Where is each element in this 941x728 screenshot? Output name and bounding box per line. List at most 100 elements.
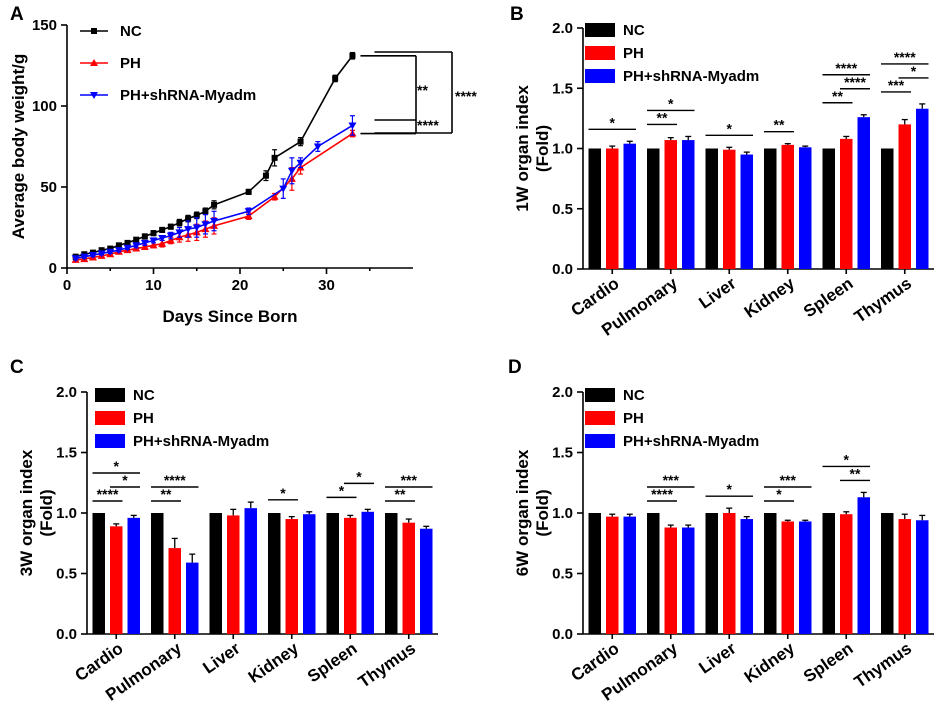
sig-label-b: * [911,63,917,79]
sig-label-c: ** [161,486,172,502]
legend-label-c-2: PH+shRNA-Myadm [133,433,269,450]
bar-d-1 [781,521,794,634]
legend-label-c-1: PH [133,410,154,427]
bar-c-2 [186,562,199,634]
sig-label-c: * [114,458,120,474]
sig-label-b: * [610,114,616,130]
bar-b-0 [764,148,777,269]
legend-swatch-b-2 [585,69,615,83]
panel-label-a: A [10,4,24,25]
sig-label-d: *** [780,472,797,488]
sig-label-d: * [727,481,733,497]
bar-b-2 [623,143,636,269]
bar-c-2 [420,528,433,634]
bar-b-0 [881,148,894,269]
legend-swatch-c-1 [95,411,125,425]
sig-label-c: *** [401,472,418,488]
bar-b-1 [781,144,794,269]
data-point [150,230,157,237]
data-point [159,226,166,233]
y-tick-label-a: 100 [32,98,57,115]
data-point [245,188,252,195]
data-point [166,236,175,244]
data-point [202,208,209,215]
data-point [167,223,174,230]
legend-label-b-0: NC [623,22,645,39]
bar-d-0 [705,513,718,634]
bar-d-0 [588,513,601,634]
data-point [244,212,253,220]
x-tick-label-a: 0 [63,277,71,294]
legend-label-b-2: PH+shRNA-Myadm [623,68,759,85]
bar-b-1 [840,138,853,269]
bar-c-2 [244,508,257,634]
y-tick-label-b: 0.0 [552,261,573,278]
sig-label-b: * [727,120,733,136]
sig-label-a-0: ** [417,82,428,98]
y-tick-label-a: 150 [32,17,57,34]
bar-d-1 [664,527,677,634]
sig-label-a-1: **** [417,117,439,133]
bar-b-2 [740,154,753,269]
legend-label-d-0: NC [623,387,645,404]
series-line-2 [75,124,353,260]
category-label-b: Liver [695,273,739,312]
data-point [270,192,279,200]
data-point [184,226,193,234]
y-tick-label-b: 1.0 [552,141,573,158]
sig-label-c: * [122,472,128,488]
data-point [349,52,356,59]
sig-label-d: * [844,451,850,467]
bar-d-0 [764,513,777,634]
data-point [132,242,141,250]
sig-label-a-2: **** [455,88,477,104]
legend-marker-0 [91,28,97,34]
y-tick-label-d: 1.0 [552,505,573,522]
y-axis-label-c: 3W organ index [17,449,36,576]
bar-b-2 [916,108,929,269]
bar-c-1 [402,522,415,634]
legend-swatch-b-0 [585,23,615,37]
data-point [297,138,304,145]
bar-c-1 [285,519,298,634]
y-tick-label-d: 0.5 [552,566,573,583]
category-label-c: Kidney [245,638,303,686]
x-tick-label-a: 10 [145,277,162,294]
y-axis-label-b: 1W organ index [513,85,532,212]
bar-b-0 [822,148,835,269]
y-axis-label-unit-b: (Fold) [533,125,552,172]
bar-d-2 [799,521,812,634]
data-point [88,252,97,260]
sig-label-b: ** [774,117,785,133]
bar-d-0 [647,513,660,634]
bar-d-2 [623,516,636,634]
category-label-d: Kidney [741,638,799,686]
sig-label-d: **** [651,486,673,502]
data-point [97,250,106,258]
sig-label-b: *** [888,77,905,93]
legend-marker-1 [90,59,98,66]
legend-label-0: NC [120,23,142,40]
data-point [262,172,269,179]
bar-b-1 [664,140,677,269]
legend-swatch-d-0 [585,388,615,402]
bar-b-0 [705,148,718,269]
bar-d-2 [740,519,753,634]
bar-c-1 [110,526,123,634]
panel-label-d: D [508,357,522,378]
data-point [176,219,183,226]
y-tick-label-b: 1.5 [552,80,573,97]
bar-d-1 [840,514,853,634]
legend-label-b-1: PH [623,45,644,62]
bar-b-0 [588,148,601,269]
data-point [140,239,149,247]
bar-b-1 [606,148,619,269]
panel-label-c: C [10,357,24,378]
category-label-b: Spleen [800,274,857,322]
data-point [71,255,80,263]
data-point [244,208,253,216]
bar-d-1 [606,516,619,634]
sig-label-d: * [776,486,782,502]
y-axis-label-unit-d: (Fold) [533,489,552,536]
